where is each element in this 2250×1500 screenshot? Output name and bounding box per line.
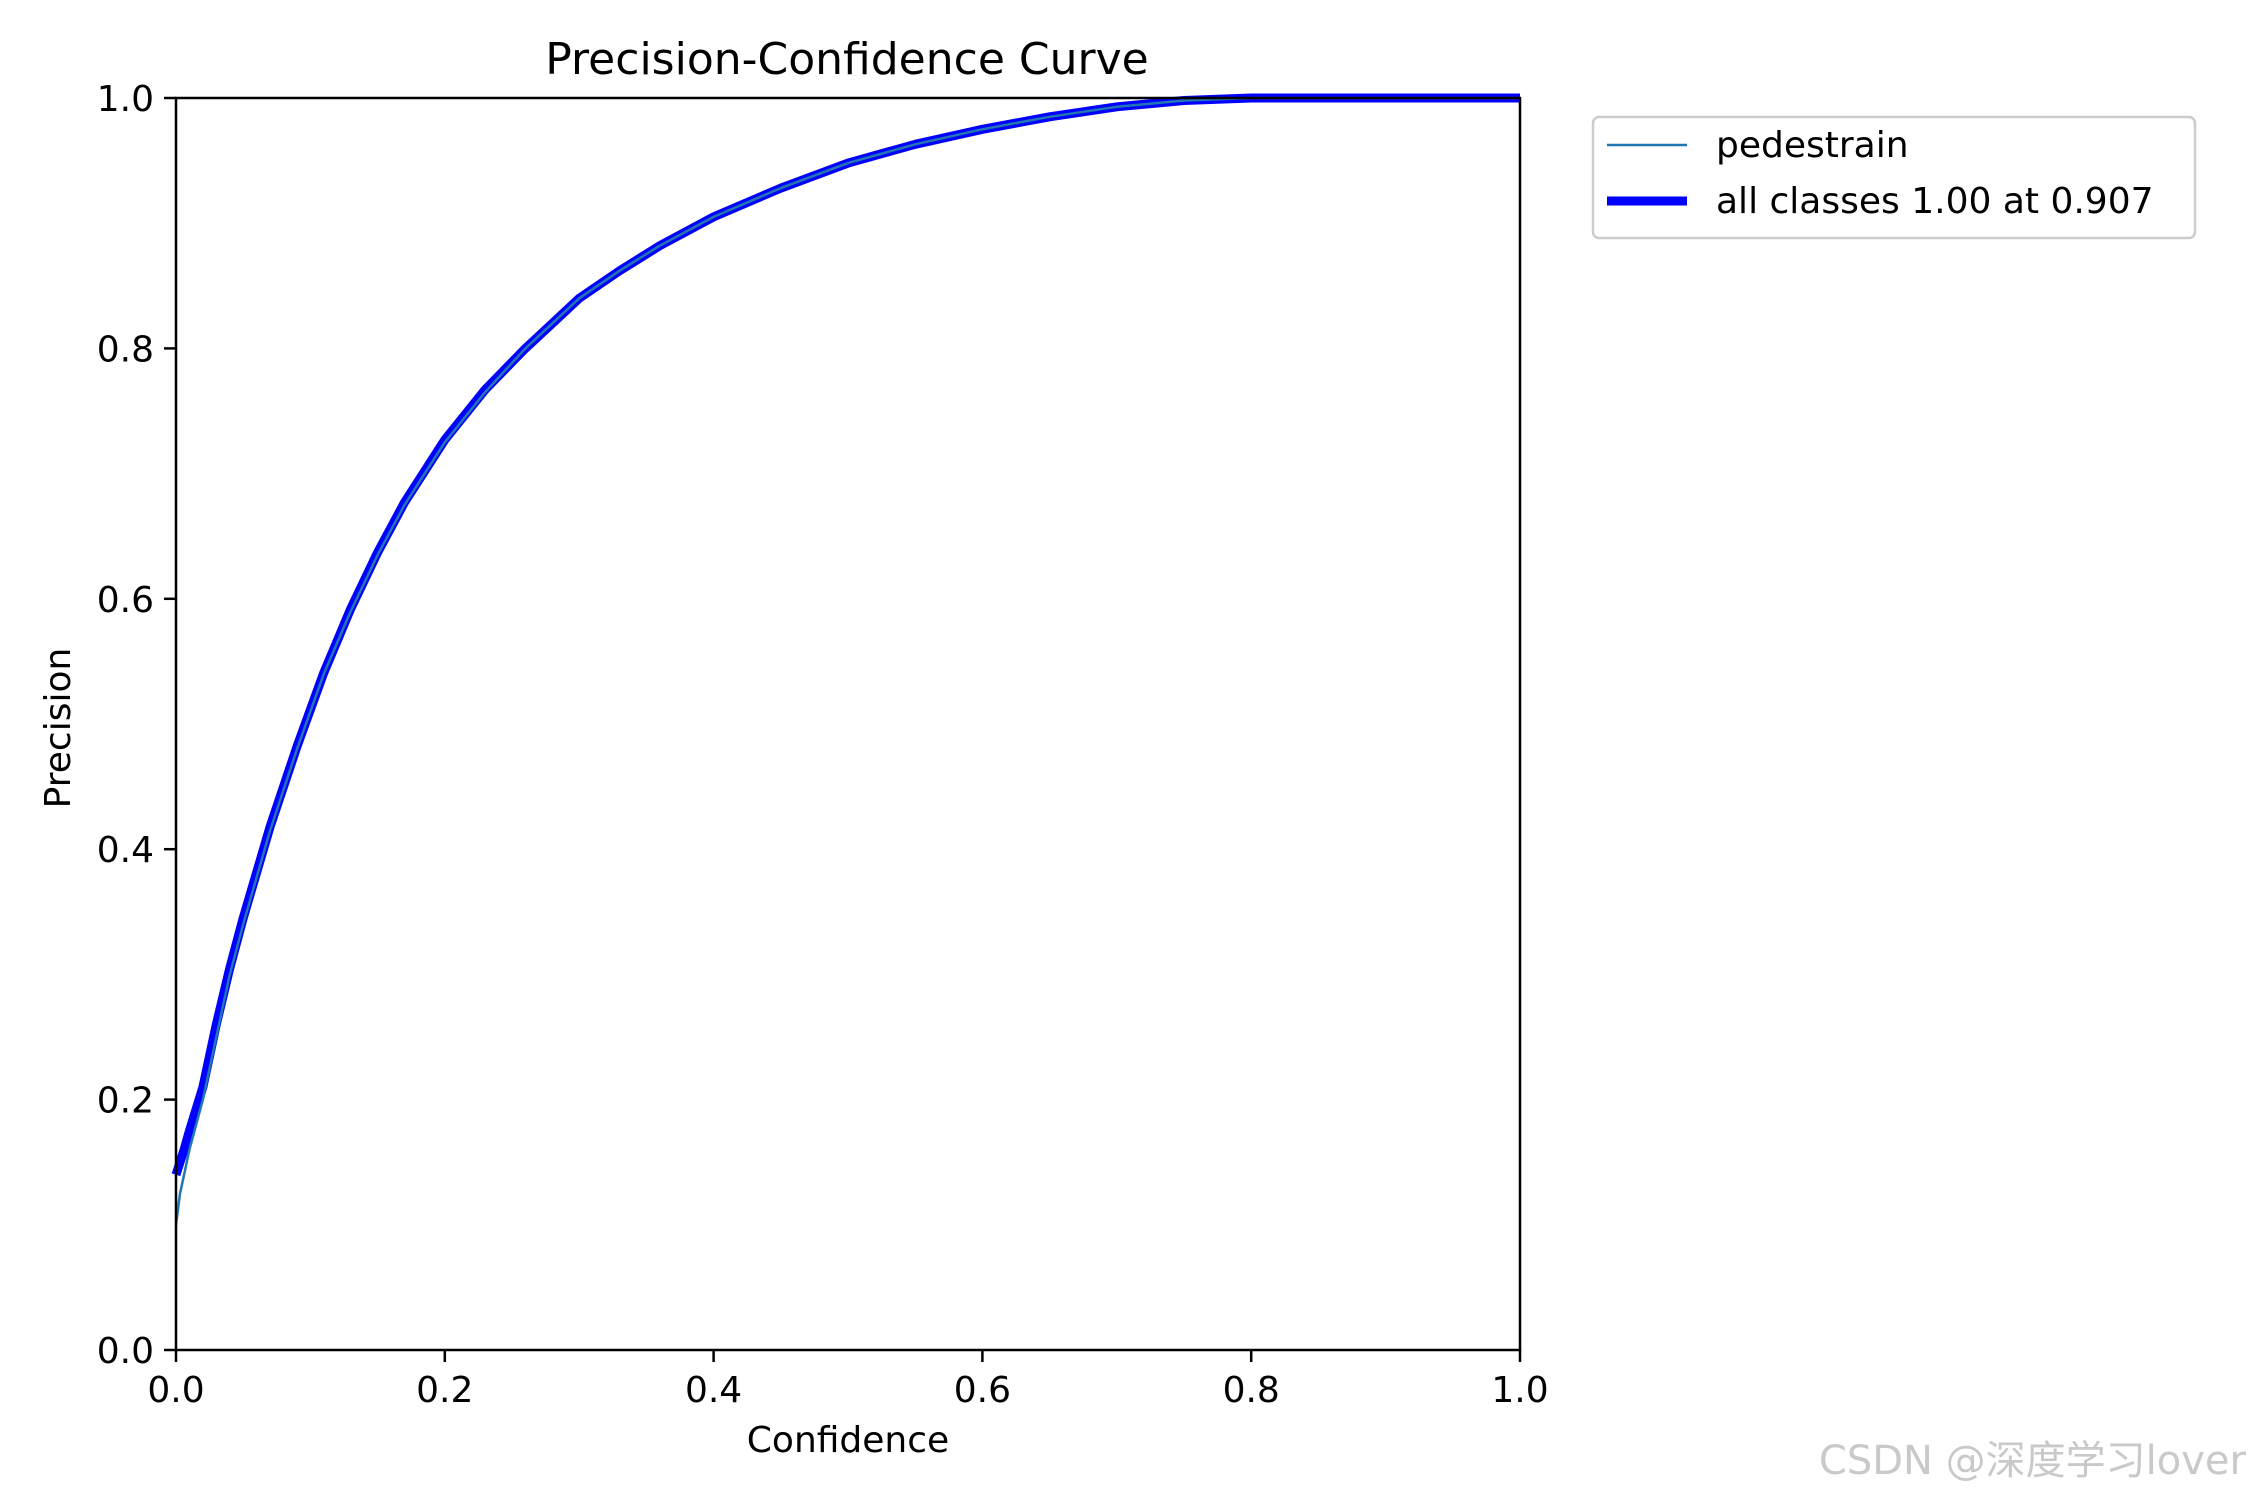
x-axis-label: Confidence	[747, 1420, 949, 1461]
plot-frame	[174, 96, 1522, 1352]
y-tick-label: 0.2	[97, 1081, 154, 1122]
x-tick-label: 0.8	[1223, 1370, 1280, 1411]
x-axis: 0.0 0.2 0.4 0.6 0.8 1.0	[147, 1350, 1549, 1411]
y-axis-label: Precision	[38, 648, 79, 809]
chart-title: Precision-Confidence Curve	[545, 34, 1148, 85]
series-layer	[171, 93, 1520, 1225]
y-tick-label: 1.0	[97, 79, 154, 120]
legend-box	[1591, 115, 2197, 240]
x-tick-label: 0.6	[954, 1370, 1011, 1411]
legend-label-pedestrain: pedestrain	[1716, 125, 1909, 166]
y-tick-label: 0.6	[97, 580, 154, 621]
x-tick-label: 0.0	[147, 1370, 204, 1411]
legend-label-all-classes: all classes 1.00 at 0.907	[1716, 181, 2154, 222]
y-tick-label: 0.8	[97, 329, 154, 370]
series-line-all-classes	[171, 93, 1520, 1177]
x-tick-label: 0.4	[685, 1370, 742, 1411]
csdn-watermark: CSDN @深度学习lover	[1818, 1438, 2246, 1484]
series-line-pedestrain	[174, 96, 1520, 1225]
x-tick-label: 1.0	[1491, 1370, 1548, 1411]
y-axis: 0.0 0.2 0.4 0.6 0.8 1.0	[97, 79, 176, 1372]
legend: pedestrain all classes 1.00 at 0.907	[1591, 115, 2197, 240]
y-tick-label: 0.4	[97, 830, 154, 871]
x-tick-label: 0.2	[416, 1370, 473, 1411]
y-tick-label: 0.0	[97, 1331, 154, 1372]
